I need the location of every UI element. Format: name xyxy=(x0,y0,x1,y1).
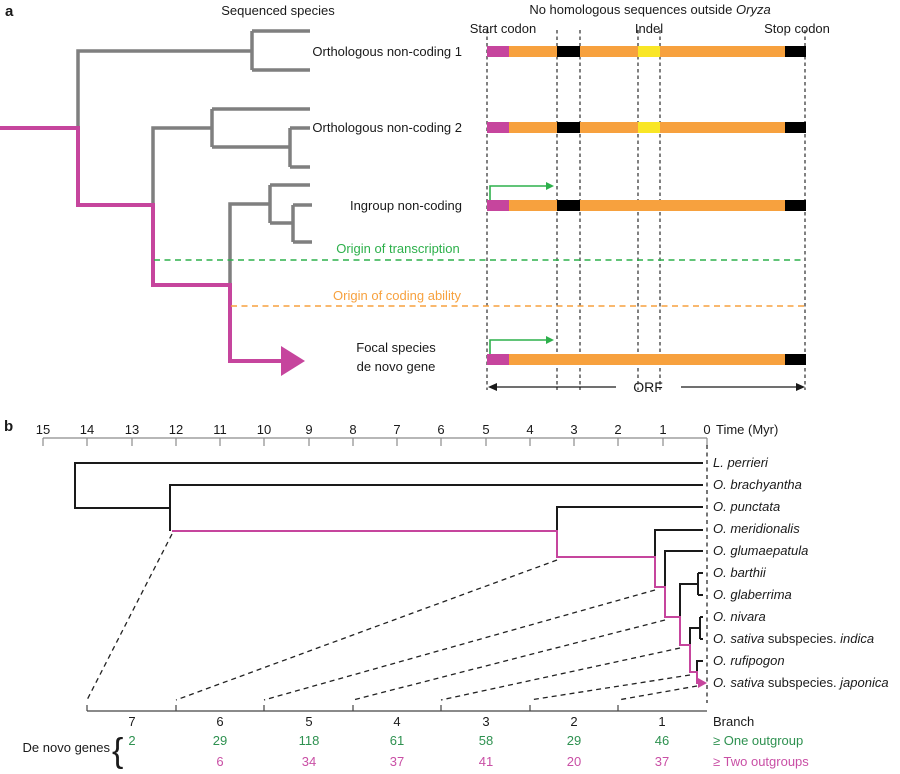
time-tick: 14 xyxy=(80,422,94,437)
panel-a-tree-title: Sequenced species xyxy=(221,3,335,18)
time-tick: 1 xyxy=(659,422,666,437)
branch-number: 1 xyxy=(658,714,665,729)
species-o-glumaepatula: O. glumaepatula xyxy=(713,543,808,558)
branch-axis xyxy=(86,705,707,712)
species-o-rufipogon: O. rufipogon xyxy=(713,653,785,668)
de-novo-two-outgroups-row: 6 34 37 41 20 37 ≥ Two outgroups xyxy=(216,754,809,769)
time-tick: 3 xyxy=(570,422,577,437)
branch-number: 4 xyxy=(393,714,400,729)
de-novo-genes-brace: { xyxy=(112,732,123,770)
species-o-nivara: O. nivara xyxy=(713,609,766,624)
focal-path-arrowhead xyxy=(698,678,707,688)
stop-codon-label: Stop codon xyxy=(764,21,830,36)
transcription-arrow-ingroup xyxy=(489,182,554,200)
row-label-focal-line2: de novo gene xyxy=(357,359,436,374)
time-axis xyxy=(42,437,708,446)
sequence-bar-orthologous-2 xyxy=(487,122,806,133)
orf-label: ORF xyxy=(633,379,663,395)
branch-number: 2 xyxy=(570,714,577,729)
species-o-punctata: O. punctata xyxy=(713,499,780,514)
sequence-bar-orthologous-1 xyxy=(487,46,806,57)
time-tick: 13 xyxy=(125,422,139,437)
species-o-meridionalis: O. meridionalis xyxy=(713,521,800,536)
indel-label: Indel xyxy=(635,21,663,36)
species-o-glaberrima: O. glaberrima xyxy=(713,587,792,602)
count-one-outgroup: 118 xyxy=(299,733,320,748)
count-two-outgroups: 34 xyxy=(302,754,316,769)
branch-number: 3 xyxy=(482,714,489,729)
origin-of-coding-label: Origin of coding ability xyxy=(333,288,461,303)
row-label-focal-line1: Focal species xyxy=(356,340,436,355)
time-tick: 11 xyxy=(213,422,227,437)
species-o-sativa-indica: O. sativa subspecies. indica xyxy=(713,631,874,646)
time-tick: 9 xyxy=(305,422,312,437)
branch-number: 6 xyxy=(216,714,223,729)
sequence-bar-ingroup xyxy=(487,200,806,211)
time-axis-title: Time (Myr) xyxy=(716,422,778,437)
time-axis-tick-labels: 15 14 13 12 11 10 9 8 7 6 5 4 3 2 1 0 xyxy=(36,422,711,437)
branch-number: 5 xyxy=(305,714,312,729)
species-o-barthii: O. barthii xyxy=(713,565,767,580)
branch-fan-dashed-lines xyxy=(86,533,698,701)
time-tick: 7 xyxy=(393,422,400,437)
panel-a-label: a xyxy=(5,3,14,20)
start-codon-label: Start codon xyxy=(470,21,537,36)
alignment-dashed-lines xyxy=(486,30,806,390)
transcription-arrow-focal xyxy=(489,336,554,354)
branch-numbers: 7 6 5 4 3 2 1 xyxy=(128,714,665,729)
count-one-outgroup: 58 xyxy=(479,733,493,748)
time-tick: 12 xyxy=(169,422,183,437)
legend-one-outgroup: ≥ One outgroup xyxy=(713,733,803,748)
count-one-outgroup: 29 xyxy=(213,733,227,748)
time-tick: 0 xyxy=(703,422,710,437)
time-tick: 8 xyxy=(349,422,356,437)
panel-b-black-tree xyxy=(74,462,703,672)
count-two-outgroups: 37 xyxy=(655,754,669,769)
species-l-perrieri: L. perrieri xyxy=(713,455,769,470)
count-two-outgroups: 20 xyxy=(567,754,581,769)
row-label-orthologous-2: Orthologous non-coding 2 xyxy=(312,120,462,135)
panel-a-focal-lineage xyxy=(0,126,305,376)
count-one-outgroup: 61 xyxy=(390,733,404,748)
count-one-outgroup: 46 xyxy=(655,733,669,748)
sequence-bar-focal xyxy=(487,354,806,365)
row-label-ingroup: Ingroup non-coding xyxy=(350,198,462,213)
orf-span-arrow xyxy=(488,383,805,391)
row-label-orthologous-1: Orthologous non-coding 1 xyxy=(312,44,462,59)
count-two-outgroups: 41 xyxy=(479,754,493,769)
time-tick: 15 xyxy=(36,422,50,437)
count-one-outgroup: 2 xyxy=(128,733,135,748)
origin-of-transcription-label: Origin of transcription xyxy=(336,241,460,256)
count-two-outgroups: 6 xyxy=(216,754,223,769)
legend-two-outgroups: ≥ Two outgroups xyxy=(713,754,809,769)
species-o-sativa-japonica: O. sativa subspecies. japonica xyxy=(713,675,889,690)
panel-b-label: b xyxy=(4,418,13,435)
count-one-outgroup: 29 xyxy=(567,733,581,748)
species-labels: L. perrieri O. brachyantha O. punctata O… xyxy=(713,455,889,690)
time-tick: 4 xyxy=(526,422,533,437)
time-tick: 6 xyxy=(437,422,444,437)
time-tick: 5 xyxy=(482,422,489,437)
branch-axis-label: Branch xyxy=(713,714,754,729)
de-novo-genes-label: De novo genes xyxy=(23,740,111,755)
panel-a-gray-tree xyxy=(76,29,312,285)
count-two-outgroups: 37 xyxy=(390,754,404,769)
time-tick: 10 xyxy=(257,422,271,437)
panel-a-bars-title: No homologous sequences outside Oryza xyxy=(529,2,770,17)
time-tick: 2 xyxy=(614,422,621,437)
focal-lineage-arrowhead xyxy=(281,346,305,376)
branch-number: 7 xyxy=(128,714,135,729)
de-novo-one-outgroup-row: 2 29 118 61 58 29 46 ≥ One outgroup xyxy=(128,733,803,748)
panel-b-focal-path xyxy=(172,530,707,688)
species-o-brachyantha: O. brachyantha xyxy=(713,477,802,492)
